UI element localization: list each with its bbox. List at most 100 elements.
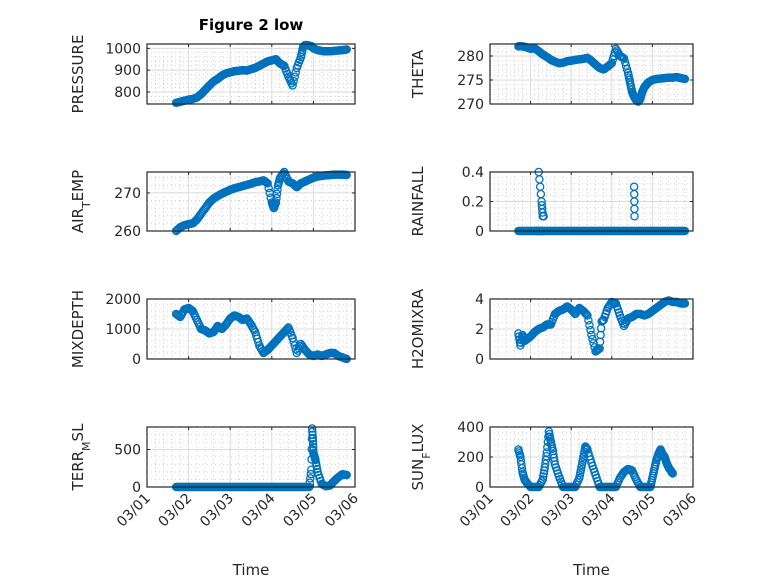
subplot-rainfall: 0 0.2 0.4 RAINFALL — [409, 165, 694, 240]
y-axis-label: H2OMIXRA — [409, 288, 427, 369]
x-tick-label: 03/02 — [156, 491, 196, 531]
data-point — [272, 193, 281, 203]
x-tick-label: 03/01 — [457, 491, 497, 531]
y-tick-label: 2 — [475, 322, 484, 338]
data-point — [680, 74, 690, 84]
data-point — [342, 45, 351, 54]
data-point — [308, 433, 318, 443]
y-tick-label: 200 — [457, 450, 484, 466]
data-point — [271, 198, 281, 207]
data-point — [272, 189, 282, 199]
x-tick-label: 03/06 — [322, 490, 362, 530]
series-h2omixra — [514, 296, 690, 356]
data-point — [288, 81, 297, 90]
y-axis-label: SUNFLUX — [409, 424, 433, 491]
y-axis-label: PRESSURE — [69, 35, 87, 114]
data-point — [266, 193, 276, 202]
x-tick-label: 03/04 — [239, 490, 279, 530]
data-point — [308, 430, 317, 440]
chart-title: Figure 2 low — [199, 16, 304, 34]
data-point — [289, 76, 298, 86]
data-point — [311, 458, 321, 468]
subplot-terr_msl: 0 500 TERRMSL 03/01 03/02 03/03 03/04 03/05 03/0… — [69, 423, 362, 579]
series-air_temp — [171, 167, 351, 236]
data-point — [305, 478, 315, 487]
data-point — [538, 475, 548, 484]
y-tick-label: 270 — [114, 186, 141, 202]
data-point — [588, 334, 597, 344]
subplot-h2omixra: 0 2 4 H2OMIXRA — [409, 288, 694, 369]
x-tick-label: 03/03 — [197, 491, 237, 531]
y-tick-label: 0.4 — [462, 165, 484, 181]
series-mixdepth — [171, 303, 351, 364]
data-point — [288, 333, 297, 343]
data-point — [630, 211, 639, 221]
data-point — [290, 72, 299, 81]
x-tick-label: 03/05 — [280, 491, 320, 531]
y-tick-label: 1000 — [105, 322, 141, 338]
y-tick-label: 0 — [475, 480, 484, 496]
data-point — [308, 427, 317, 436]
axes-box — [146, 298, 356, 360]
y-tick-label: 0 — [475, 352, 484, 368]
data-point — [587, 330, 596, 340]
axes-box — [489, 171, 694, 232]
x-tick-label: 03/01 — [114, 491, 154, 531]
x-axis-label: Time — [232, 561, 270, 579]
series-theta — [514, 42, 690, 106]
axes-box — [489, 43, 694, 105]
y-tick-label: 280 — [457, 49, 484, 65]
subplot-air_temp: 260 270 AIRTEMP — [69, 167, 356, 240]
data-point — [264, 183, 273, 193]
y-axis-label: AIRTEMP — [69, 170, 93, 233]
axes-box — [146, 171, 356, 232]
x-tick-label: 03/02 — [498, 491, 538, 531]
y-tick-label: 0 — [132, 480, 141, 496]
data-point — [583, 311, 592, 320]
plot-area — [490, 44, 693, 104]
data-point — [539, 469, 549, 478]
x-tick-label: 03/03 — [538, 491, 578, 531]
y-tick-label: 800 — [114, 85, 141, 101]
data-point — [342, 470, 351, 480]
axes-box — [489, 426, 694, 488]
subplot-pressure: 800 900 1000 PRESSURE — [69, 35, 356, 114]
data-point — [584, 316, 593, 325]
data-point — [586, 325, 595, 335]
y-tick-label: 2000 — [105, 292, 141, 308]
y-tick-label: 275 — [457, 73, 484, 89]
data-point — [308, 439, 318, 449]
y-tick-label: 0 — [475, 224, 484, 240]
data-point — [289, 337, 298, 346]
data-point — [263, 179, 272, 188]
y-tick-label: 270 — [457, 97, 484, 113]
data-point — [680, 299, 690, 308]
x-axis-label: Time — [572, 561, 610, 579]
y-tick-label: 0 — [132, 352, 141, 368]
data-point — [308, 436, 318, 446]
data-point — [539, 472, 548, 481]
y-tick-label: 900 — [114, 63, 141, 79]
x-tick-label: 03/04 — [579, 490, 619, 530]
x-tick-label: 03/05 — [619, 491, 659, 531]
data-point — [311, 455, 320, 465]
series-pressure — [171, 40, 351, 108]
subplot-mixdepth: 0 1000 2000 MIXDEPTH — [69, 290, 356, 368]
data-point — [606, 59, 616, 69]
x-tick-label: 03/06 — [660, 490, 700, 530]
y-tick-label: 400 — [457, 420, 484, 436]
data-point — [306, 474, 315, 483]
data-point — [581, 308, 590, 318]
subplot-sun_flux: 0 200 400 SUNFLUX 03/01 03/02 03/03 03/04 03/05 0… — [409, 420, 700, 579]
y-tick-label: 260 — [114, 224, 141, 240]
data-point — [307, 424, 317, 433]
data-point — [538, 208, 547, 217]
data-point — [312, 464, 322, 474]
axes-box — [489, 298, 694, 360]
data-point — [668, 469, 677, 478]
y-tick-label: 1000 — [105, 41, 141, 57]
axes-box — [146, 43, 356, 105]
data-point — [273, 185, 282, 194]
data-point — [585, 320, 594, 330]
